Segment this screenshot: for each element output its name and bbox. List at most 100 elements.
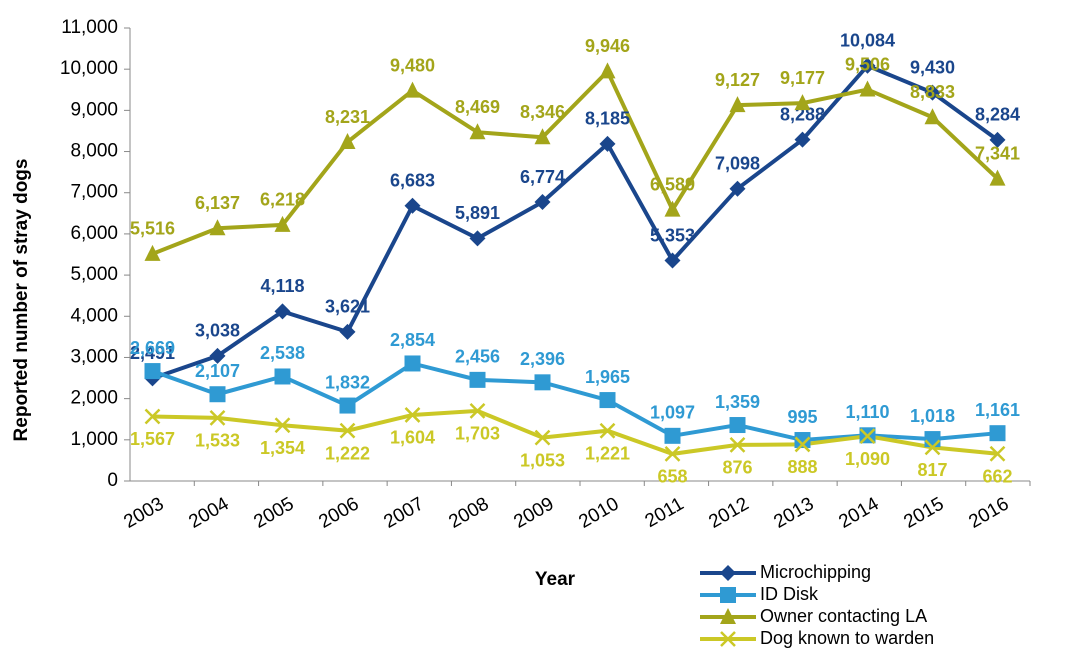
data-label: 876	[722, 458, 752, 478]
data-label: 1,222	[325, 443, 370, 463]
y-tick-label: 3,000	[70, 346, 118, 367]
marker	[924, 84, 941, 101]
data-label: 5,353	[650, 225, 695, 245]
marker	[794, 432, 811, 449]
data-label: 9,127	[715, 70, 760, 90]
legend-label: Microchipping	[760, 562, 871, 582]
marker	[859, 57, 876, 74]
marker	[404, 81, 421, 98]
marker	[794, 436, 811, 453]
x-tick-label: 2016	[965, 493, 1012, 532]
data-label: 6,774	[520, 167, 565, 187]
marker	[469, 402, 486, 419]
data-label: 1,161	[975, 400, 1020, 420]
marker	[989, 425, 1006, 442]
x-tick-label: 2007	[380, 493, 427, 532]
data-label: 658	[657, 467, 687, 487]
marker	[720, 608, 736, 624]
data-label: 2,107	[195, 361, 240, 381]
marker	[599, 135, 616, 152]
marker	[534, 374, 551, 391]
data-label: 888	[787, 457, 817, 477]
x-axis-title: Year	[535, 569, 576, 590]
x-tick-label: 2013	[770, 493, 817, 532]
data-label: 3,621	[325, 297, 370, 317]
data-label: 1,965	[585, 367, 630, 387]
marker	[729, 180, 746, 197]
marker	[989, 169, 1006, 186]
data-label: 2,491	[130, 343, 175, 363]
data-label: 8,469	[455, 97, 500, 117]
data-label: 5,891	[455, 203, 500, 223]
y-axis-title: Reported number of stray dogs	[11, 159, 32, 442]
marker	[469, 123, 486, 140]
marker	[534, 194, 551, 211]
data-label: 2,538	[260, 343, 305, 363]
marker	[209, 386, 226, 403]
data-label: 3,038	[195, 321, 240, 341]
data-label: 6,218	[260, 190, 305, 210]
y-tick-label: 0	[107, 470, 118, 491]
data-label: 5,516	[130, 219, 175, 239]
marker	[924, 431, 941, 448]
data-label: 1,533	[195, 431, 240, 451]
data-label: 8,284	[975, 105, 1020, 125]
marker	[144, 408, 161, 425]
data-label: 9,177	[780, 68, 825, 88]
marker	[209, 347, 226, 364]
legend-item: ID Disk	[700, 584, 819, 604]
marker	[599, 422, 616, 439]
data-label: 1,832	[325, 372, 370, 392]
marker	[404, 407, 421, 423]
y-tick-label: 9,000	[70, 99, 118, 120]
x-tick-label: 2009	[510, 493, 557, 532]
data-label: 1,354	[260, 438, 305, 458]
marker	[924, 108, 941, 125]
marker	[859, 428, 876, 444]
marker	[794, 94, 811, 111]
marker	[924, 439, 941, 456]
x-tick-label: 2008	[445, 493, 492, 532]
marker	[599, 62, 616, 79]
marker	[794, 131, 811, 148]
marker	[274, 368, 291, 385]
y-tick-label: 10,000	[60, 58, 118, 79]
marker	[859, 80, 876, 97]
marker	[664, 200, 681, 217]
marker	[729, 417, 746, 434]
data-label: 1,703	[455, 424, 500, 444]
legend-item: Dog known to warden	[700, 628, 934, 648]
data-label: 1,053	[520, 450, 565, 470]
data-label: 662	[982, 466, 1012, 486]
data-label: 995	[787, 407, 817, 427]
x-tick-label: 2015	[900, 493, 947, 532]
data-label: 8,231	[325, 107, 370, 127]
data-label: 1,097	[650, 403, 695, 423]
marker	[720, 631, 736, 647]
y-tick-label: 5,000	[70, 264, 118, 285]
x-tick-label: 2012	[705, 493, 752, 532]
legend-item: Microchipping	[700, 562, 871, 582]
marker	[274, 215, 291, 232]
data-label: 1,604	[390, 428, 435, 448]
data-label: 1,110	[845, 402, 889, 422]
y-tick-label: 2,000	[70, 388, 118, 409]
data-label: 9,946	[585, 36, 630, 56]
marker	[209, 409, 226, 426]
data-label: 2,669	[130, 338, 175, 358]
y-tick-label: 1,000	[70, 429, 118, 450]
x-tick-label: 2004	[185, 493, 232, 533]
marker	[404, 355, 421, 372]
series-line	[152, 408, 998, 456]
legend-label: Owner contacting LA	[760, 606, 927, 626]
data-label: 6,589	[650, 174, 695, 194]
marker	[144, 363, 161, 380]
data-label: 8,346	[520, 102, 565, 122]
data-label: 2,456	[455, 347, 500, 367]
data-label: 1,090	[845, 449, 890, 469]
marker	[469, 230, 486, 247]
x-tick-label: 2010	[575, 493, 622, 532]
y-tick-label: 7,000	[70, 182, 118, 203]
y-tick-label: 11,000	[61, 17, 118, 38]
data-label: 9,480	[390, 55, 435, 75]
